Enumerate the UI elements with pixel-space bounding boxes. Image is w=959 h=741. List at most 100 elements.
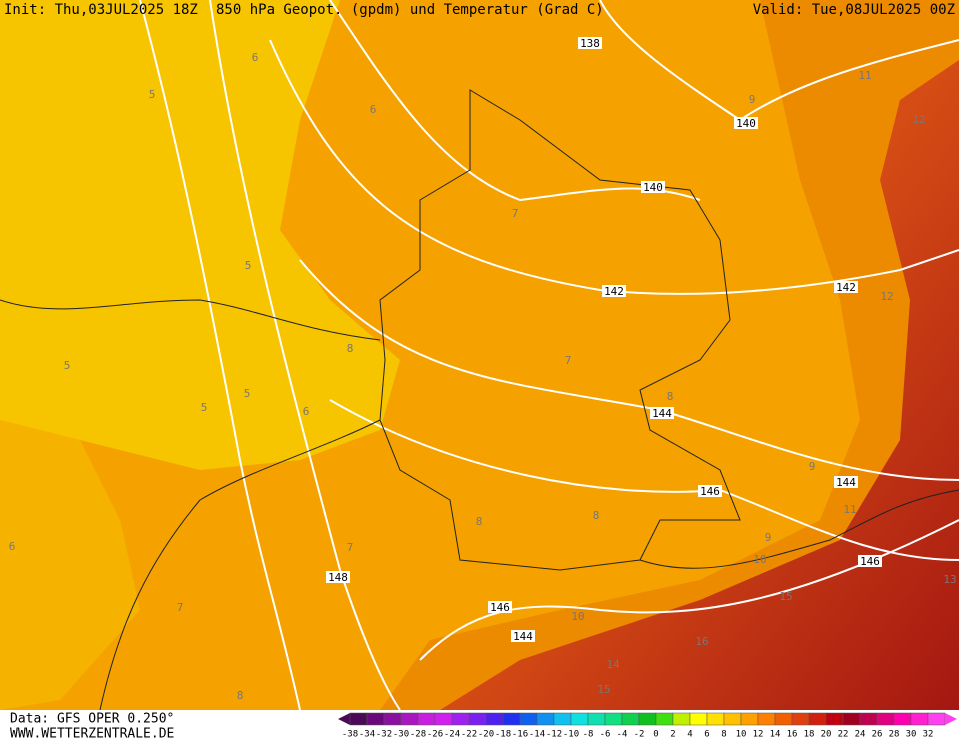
scale-swatch [723,712,742,726]
scale-swatch [417,712,436,726]
scale-label: -4 [617,730,628,740]
isotherm-label: 8 [237,689,244,702]
geopotential-label-box [326,571,350,583]
scale-swatch [485,712,504,726]
scale-label: 14 [770,730,781,740]
isotherm-label: 16 [695,635,708,648]
hot-zone-southeast [440,60,959,710]
scale-swatch [689,712,708,726]
geopotential-label-box [650,407,674,419]
scale-swatch [502,712,521,726]
isotherm-label: 8 [593,509,600,522]
scale-swatch [366,712,385,726]
scale-label: 2 [670,730,675,740]
geopotential-label-box [511,630,535,642]
isotherm-label: 6 [303,405,310,418]
scale-label: 20 [821,730,832,740]
isotherm-label: 10 [753,553,766,566]
isotherm-label: 6 [252,51,259,64]
scale-label: -32 [376,730,392,740]
scale-label: 6 [704,730,709,740]
map-title: 850 hPa Geopot. (gpdm) und Temperatur (G… [216,2,604,18]
scale-label: 16 [787,730,798,740]
geopotential-label-box [641,181,665,193]
scale-label: 4 [687,730,692,740]
isotherm-label: 7 [565,354,572,367]
geopotential-label: 140 [736,117,756,130]
geopotential-label-box [834,281,858,293]
scale-swatch [621,712,640,726]
scale-swatch [859,712,878,726]
scale-swatch [383,712,402,726]
scale-label: -16 [512,730,528,740]
scale-arrow-right [945,713,957,725]
isotherm-label: 12 [880,290,893,303]
geopotential-label-box [488,601,512,613]
scale-swatch [451,712,470,726]
isotherm-label: 12 [912,113,925,126]
isotherm-label: 5 [64,359,71,372]
isotherm-label: 5 [149,88,156,101]
isotherm-label: 7 [177,601,184,614]
geopotential-label-box [698,485,722,497]
isotherm-label: 9 [765,531,772,544]
scale-swatch [706,712,725,726]
geopotential-label: 144 [836,476,856,489]
scale-swatch [927,712,946,726]
valid-time: Valid: Tue,08JUL2025 00Z [753,2,955,18]
scale-swatch [349,712,368,726]
warm-yellow-zone [0,0,400,470]
geopotential-label: 148 [328,571,348,584]
scale-swatch [842,712,861,726]
scale-swatch [740,712,759,726]
isotherm-label: 6 [9,540,16,553]
scale-swatch [536,712,555,726]
geopotential-label-box [602,285,626,297]
isotherm-label: 5 [244,387,251,400]
scale-swatch [893,712,912,726]
scale-swatch [808,712,827,726]
geopotential-label: 144 [513,630,533,643]
scale-label: 0 [653,730,658,740]
isotherm-label: 13 [943,573,956,586]
scale-label: -14 [529,730,545,740]
isotherm-label: 8 [667,390,674,403]
scale-swatch [774,712,793,726]
isotherm-label: 15 [779,590,792,603]
geopotential-label: 146 [490,601,510,614]
geopotential-label: 146 [700,485,720,498]
scale-swatch [876,712,895,726]
scale-label: 30 [906,730,917,740]
scale-label: -6 [600,730,611,740]
isotherm-label: 5 [245,259,252,272]
scale-swatch [570,712,589,726]
scale-label: 12 [753,730,764,740]
scale-swatch [825,712,844,726]
geopotential-label-box [734,117,758,129]
scale-label: -38 [342,730,358,740]
scale-label: -2 [634,730,645,740]
init-time: Init: Thu,03JUL2025 18Z [4,2,198,18]
scale-label: 10 [736,730,747,740]
geopotential-label: 144 [652,407,672,420]
geopotential-label-box [578,37,602,49]
geopotential-label: 140 [643,181,663,194]
isotherm-label: 7 [347,541,354,554]
data-source: Data: GFS OPER 0.250° [10,712,174,727]
scale-swatch [434,712,453,726]
scale-swatch [672,712,691,726]
isotherm-label: 14 [606,658,620,671]
scale-label: -26 [427,730,443,740]
scale-swatch [910,712,929,726]
website: WWW.WETTERZENTRALE.DE [10,727,174,741]
scale-swatch [757,712,776,726]
scale-swatch [400,712,419,726]
geopotential-label: 142 [604,285,624,298]
isotherm-label: 15 [597,683,610,696]
scale-swatch [791,712,810,726]
scale-label: 18 [804,730,815,740]
geopotential-label: 138 [580,37,600,50]
isotherm-label: 6 [370,103,377,116]
isotherm-label: 8 [476,515,483,528]
